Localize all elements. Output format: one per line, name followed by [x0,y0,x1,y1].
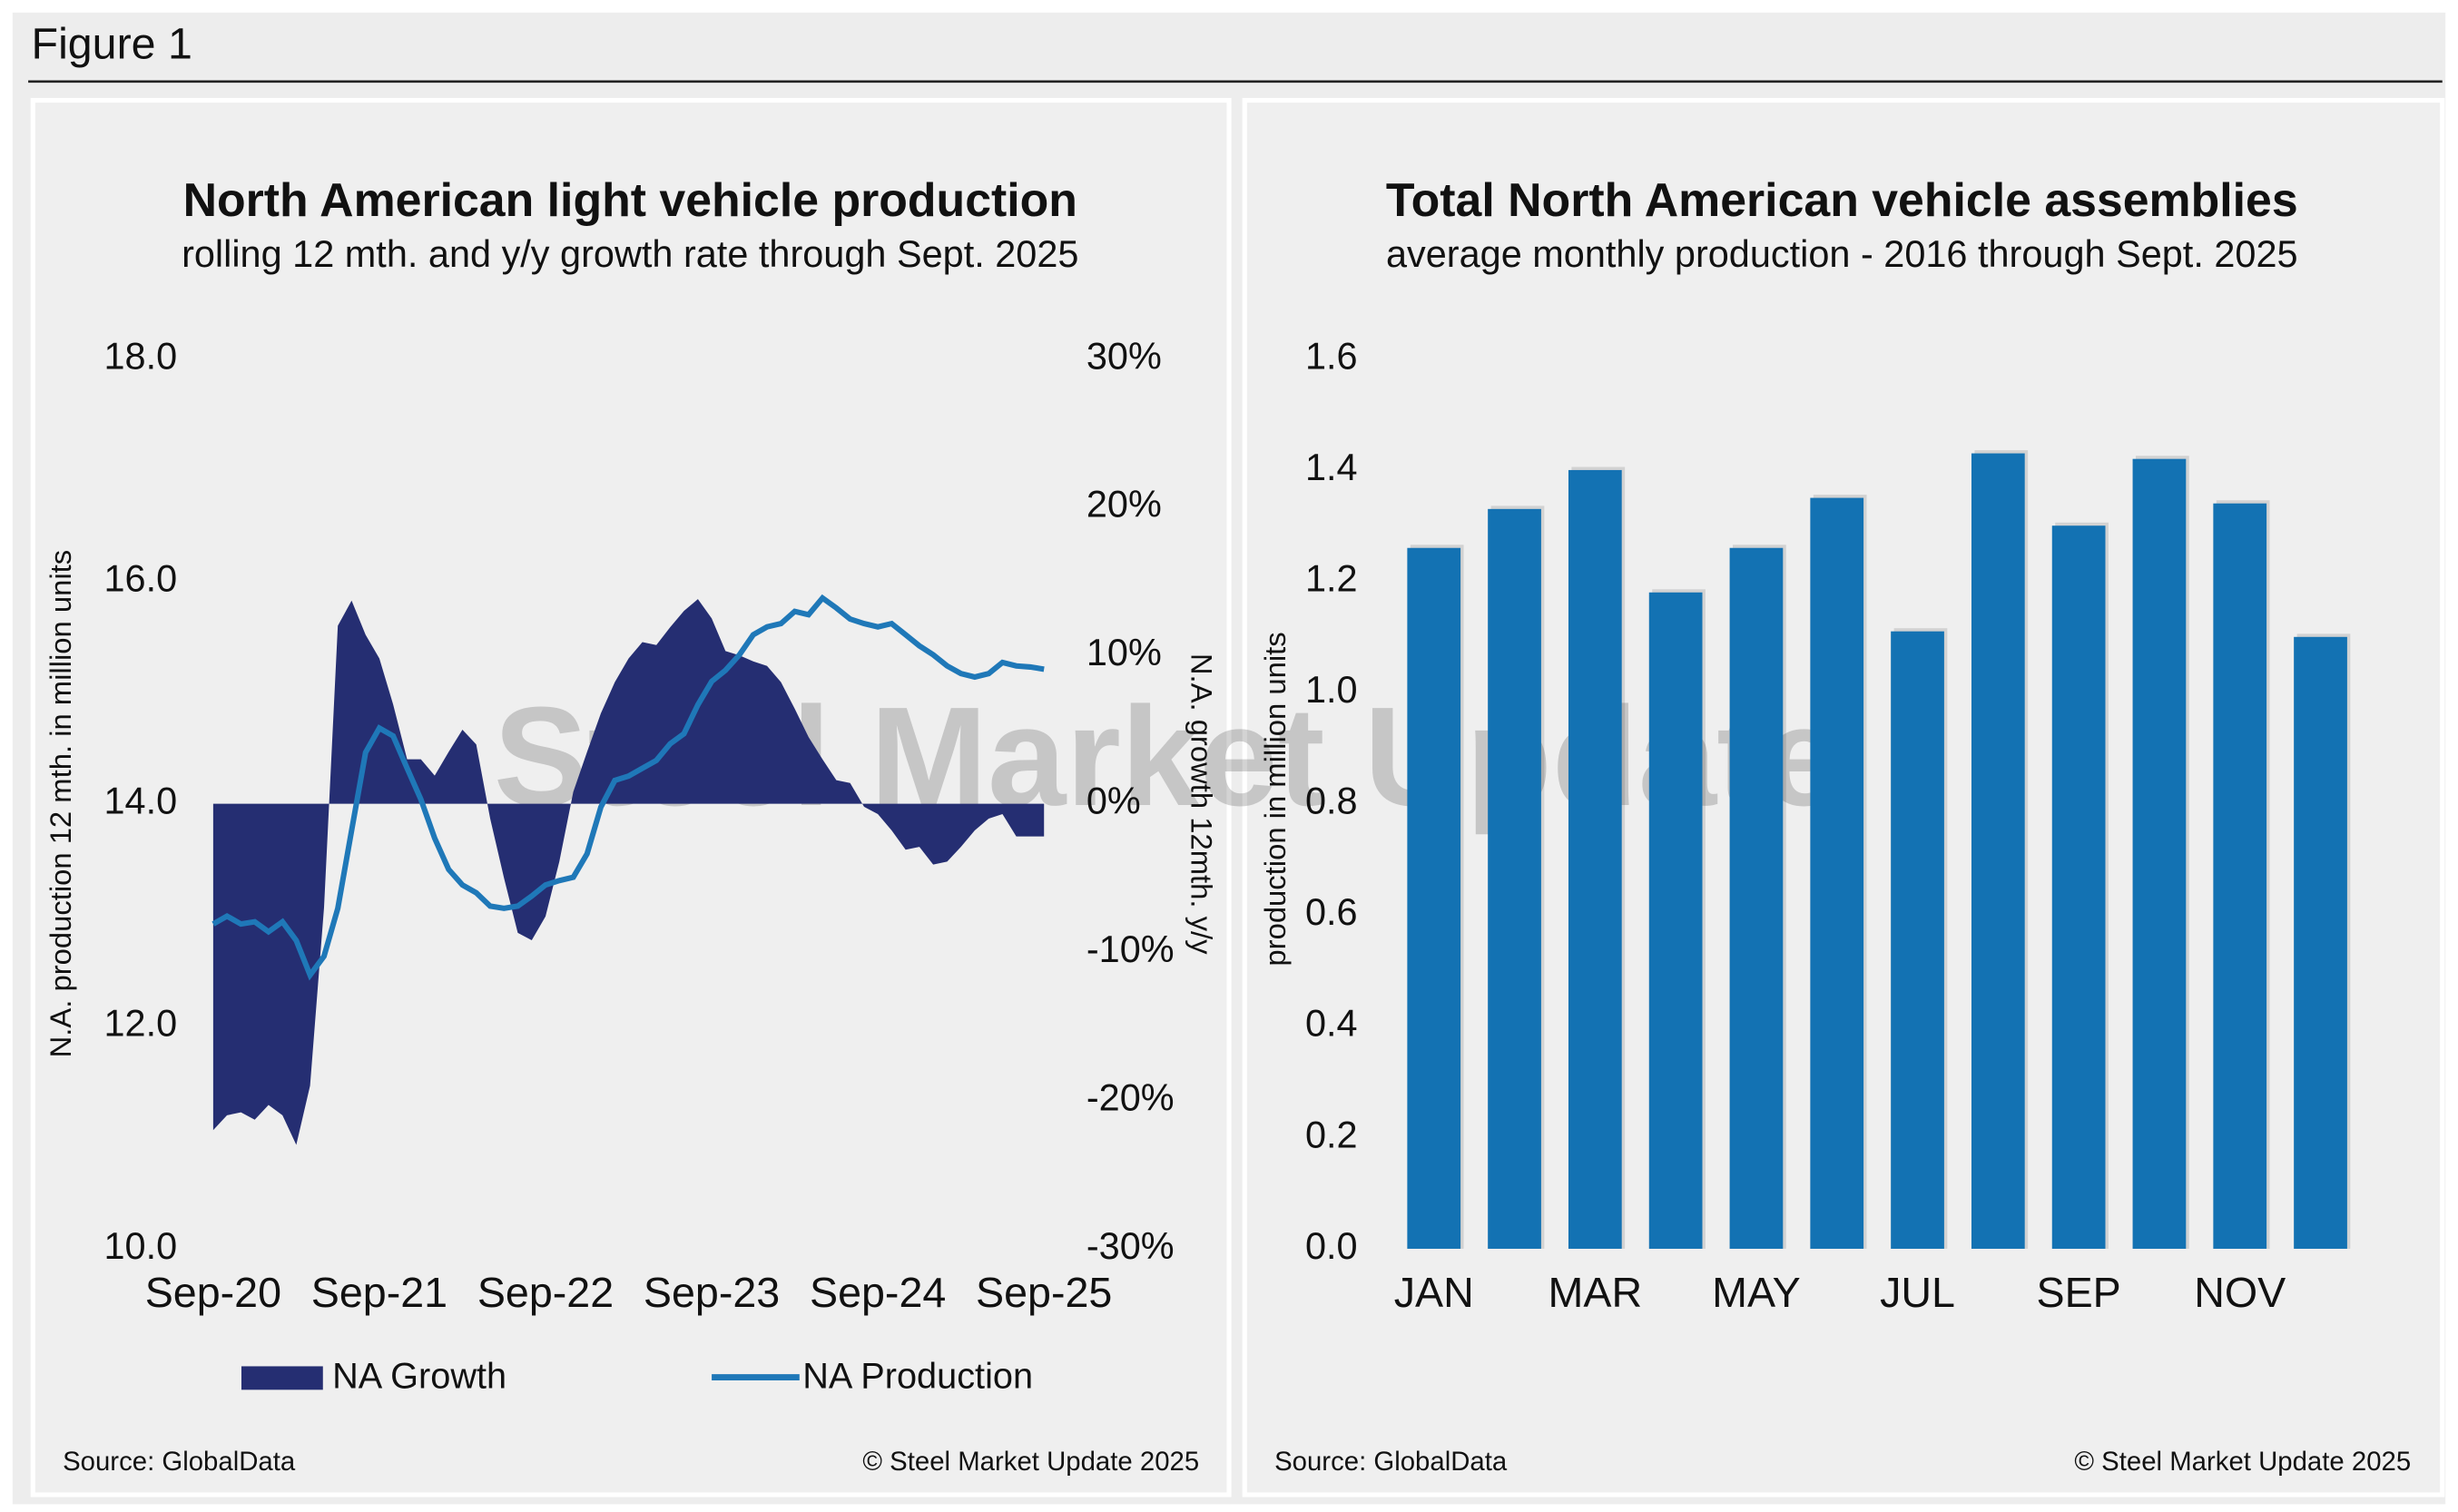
y-tick-label: 0.2 [1305,1113,1358,1155]
y-tick-label: 1.4 [1305,446,1358,488]
y-tick-label: 0.6 [1305,890,1358,933]
x-tick-label: JAN [1394,1269,1474,1316]
y-tick-label: 10.0 [103,1224,177,1267]
chart-title: North American light vehicle production [183,173,1077,226]
source: Source: GlobalData [63,1447,296,1477]
x-tick-label: MAY [1712,1269,1801,1316]
x-tick-label: MAR [1549,1269,1643,1316]
y-tick-label: 14.0 [103,780,177,822]
x-tick-label: SEP [2036,1269,2120,1316]
copyright: © Steel Market Update 2025 [862,1447,1199,1477]
bar [1568,469,1622,1249]
bar [1891,631,1944,1249]
x-tick-label: NOV [2194,1269,2286,1316]
bar [1407,547,1461,1249]
bar [1648,592,1703,1249]
x-tick-label: Sep-23 [644,1269,780,1316]
chart-subtitle: average monthly production - 2016 throug… [1386,232,2298,275]
x-tick-label: Sep-20 [145,1269,281,1316]
bar [2051,525,2106,1249]
x-tick-label: JUL [1880,1269,1955,1316]
y-tick-label: 0.4 [1305,1002,1358,1045]
bar [1488,508,1541,1249]
y2-tick-label: -10% [1086,928,1175,970]
x-tick-label: Sep-21 [311,1269,447,1316]
y-axis-label: production in million units [1258,632,1292,966]
area [212,599,1045,1145]
y-tick-label: 12.0 [103,1002,177,1045]
y-tick-label: 1.2 [1305,556,1358,599]
y2-tick-label: 10% [1086,631,1162,673]
legend-swatch [241,1366,323,1390]
bar [1810,497,1864,1249]
y2-tick-label: -30% [1086,1224,1175,1267]
bar [2294,636,2347,1249]
y-tick-label: 18.0 [103,334,177,377]
y2-axis-label: N.A. growth 12mth. y/y [1185,653,1219,955]
y2-tick-label: -20% [1086,1075,1175,1118]
bar [1971,453,2025,1249]
copyright: © Steel Market Update 2025 [2074,1447,2411,1477]
line [211,594,1045,981]
bar [2213,503,2267,1249]
x-tick-label: Sep-25 [976,1269,1112,1316]
y2-tick-label: 20% [1086,483,1162,525]
bar [2132,458,2187,1249]
bar [1729,547,1784,1249]
figure-header: Figure 1 [32,20,192,69]
y2-tick-label: 30% [1086,334,1162,377]
legend-label: NA Production [802,1357,1033,1397]
x-tick-label: Sep-24 [810,1269,946,1316]
y-tick-label: 1.0 [1305,668,1358,711]
y-tick-label: 1.6 [1305,334,1358,377]
chart-title: Total North American vehicle assemblies [1386,173,2298,226]
y2-tick-label: 0% [1086,780,1141,822]
y-tick-label: 0.0 [1305,1224,1358,1267]
chart-subtitle: rolling 12 mth. and y/y growth rate thro… [182,232,1078,275]
source: Source: GlobalData [1274,1447,1508,1477]
y-tick-label: 16.0 [103,556,177,599]
x-tick-label: Sep-22 [477,1269,614,1316]
legend-label: NA Growth [332,1357,506,1397]
y-axis-label: N.A. production 12 mth. in million units [44,550,77,1058]
y-tick-label: 0.8 [1305,780,1358,822]
